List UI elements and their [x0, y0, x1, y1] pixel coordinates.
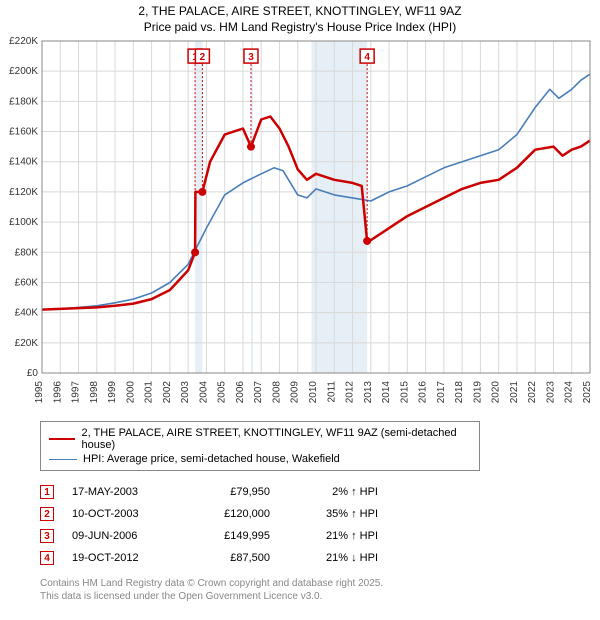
svg-text:2018: 2018 — [454, 381, 465, 404]
svg-text:2016: 2016 — [418, 381, 429, 404]
legend-swatch-1 — [49, 438, 75, 440]
event-date: 09-JUN-2006 — [72, 530, 167, 542]
svg-text:2000: 2000 — [125, 381, 136, 404]
event-row: 2 10-OCT-2003 £120,000 35% ↑ HPI — [40, 503, 600, 525]
svg-text:2004: 2004 — [198, 381, 209, 404]
root: 2, THE PALACE, AIRE STREET, KNOTTINGLEY,… — [0, 0, 600, 620]
event-badge: 2 — [40, 507, 54, 521]
svg-text:2005: 2005 — [217, 381, 228, 404]
event-row: 4 19-OCT-2012 £87,500 21% ↓ HPI — [40, 547, 600, 569]
event-pct: 2% ↑ HPI — [288, 486, 378, 498]
svg-text:2009: 2009 — [290, 381, 301, 404]
svg-text:£40K: £40K — [15, 308, 39, 319]
svg-text:£140K: £140K — [9, 157, 38, 168]
event-row: 1 17-MAY-2003 £79,950 2% ↑ HPI — [40, 481, 600, 503]
footer-line2: This data is licensed under the Open Gov… — [40, 590, 600, 603]
svg-text:£80K: £80K — [15, 247, 39, 258]
svg-text:2003: 2003 — [180, 381, 191, 404]
event-price: £149,995 — [185, 530, 270, 542]
svg-text:£0: £0 — [27, 368, 39, 379]
footer: Contains HM Land Registry data © Crown c… — [40, 577, 600, 603]
svg-text:2017: 2017 — [436, 381, 447, 404]
event-badge: 4 — [40, 551, 54, 565]
legend: 2, THE PALACE, AIRE STREET, KNOTTINGLEY,… — [40, 421, 480, 471]
svg-text:1998: 1998 — [89, 381, 100, 404]
event-pct: 21% ↑ HPI — [288, 530, 378, 542]
event-badge: 3 — [40, 529, 54, 543]
event-date: 10-OCT-2003 — [72, 508, 167, 520]
svg-text:2022: 2022 — [527, 381, 538, 404]
svg-text:2006: 2006 — [235, 381, 246, 404]
svg-text:£160K: £160K — [9, 127, 38, 138]
footer-line1: Contains HM Land Registry data © Crown c… — [40, 577, 600, 590]
svg-text:2008: 2008 — [271, 381, 282, 404]
legend-swatch-2 — [49, 459, 77, 460]
svg-text:£220K: £220K — [9, 36, 38, 47]
svg-text:2015: 2015 — [399, 381, 410, 404]
svg-text:1999: 1999 — [107, 381, 118, 404]
svg-text:1995: 1995 — [34, 381, 45, 404]
events-table: 1 17-MAY-2003 £79,950 2% ↑ HPI 2 10-OCT-2003 £… — [40, 481, 600, 569]
title-line2: Price paid vs. HM Land Registry's House … — [0, 20, 600, 36]
event-badge: 1 — [40, 485, 54, 499]
legend-label-1: 2, THE PALACE, AIRE STREET, KNOTTINGLEY,… — [81, 427, 471, 451]
svg-text:2014: 2014 — [381, 381, 392, 404]
svg-text:2024: 2024 — [564, 381, 575, 404]
event-date: 17-MAY-2003 — [72, 486, 167, 498]
svg-text:2023: 2023 — [545, 381, 556, 404]
title-block: 2, THE PALACE, AIRE STREET, KNOTTINGLEY,… — [0, 0, 600, 35]
event-price: £120,000 — [185, 508, 270, 520]
svg-text:£120K: £120K — [9, 187, 38, 198]
legend-row-1: 2, THE PALACE, AIRE STREET, KNOTTINGLEY,… — [49, 426, 471, 452]
chart: £0 £20K £40K £60K £80K £100K £120K £140K £160K £1… — [0, 35, 600, 415]
legend-label-2: HPI: Average price, semi-detached house,… — [83, 453, 340, 465]
title-line1: 2, THE PALACE, AIRE STREET, KNOTTINGLEY,… — [0, 4, 600, 20]
svg-text:2007: 2007 — [253, 381, 264, 404]
svg-text:2010: 2010 — [308, 381, 319, 404]
svg-text:3: 3 — [248, 52, 254, 63]
svg-text:2011: 2011 — [326, 381, 337, 403]
svg-text:£20K: £20K — [15, 338, 39, 349]
svg-text:2: 2 — [200, 52, 206, 63]
svg-text:£180K: £180K — [9, 97, 38, 108]
svg-text:2025: 2025 — [582, 381, 593, 404]
svg-text:1996: 1996 — [52, 381, 63, 404]
chart-svg: £0 £20K £40K £60K £80K £100K £120K £140K £160K £1… — [0, 35, 600, 415]
svg-text:2019: 2019 — [472, 381, 483, 404]
event-pct: 35% ↑ HPI — [288, 508, 378, 520]
svg-text:2021: 2021 — [509, 381, 520, 404]
svg-text:4: 4 — [364, 52, 370, 63]
event-row: 3 09-JUN-2006 £149,995 21% ↑ HPI — [40, 525, 600, 547]
svg-text:1997: 1997 — [71, 381, 82, 404]
svg-text:£200K: £200K — [9, 66, 38, 77]
svg-text:2012: 2012 — [345, 381, 356, 404]
event-price: £87,500 — [185, 552, 270, 564]
svg-text:2001: 2001 — [144, 381, 155, 404]
svg-text:£100K: £100K — [9, 217, 38, 228]
event-date: 19-OCT-2012 — [72, 552, 167, 564]
legend-row-2: HPI: Average price, semi-detached house,… — [49, 452, 471, 466]
svg-text:£60K: £60K — [15, 278, 39, 289]
svg-text:2002: 2002 — [162, 381, 173, 404]
event-price: £79,950 — [185, 486, 270, 498]
svg-text:2013: 2013 — [363, 381, 374, 404]
event-pct: 21% ↓ HPI — [288, 552, 378, 564]
svg-text:2020: 2020 — [491, 381, 502, 404]
